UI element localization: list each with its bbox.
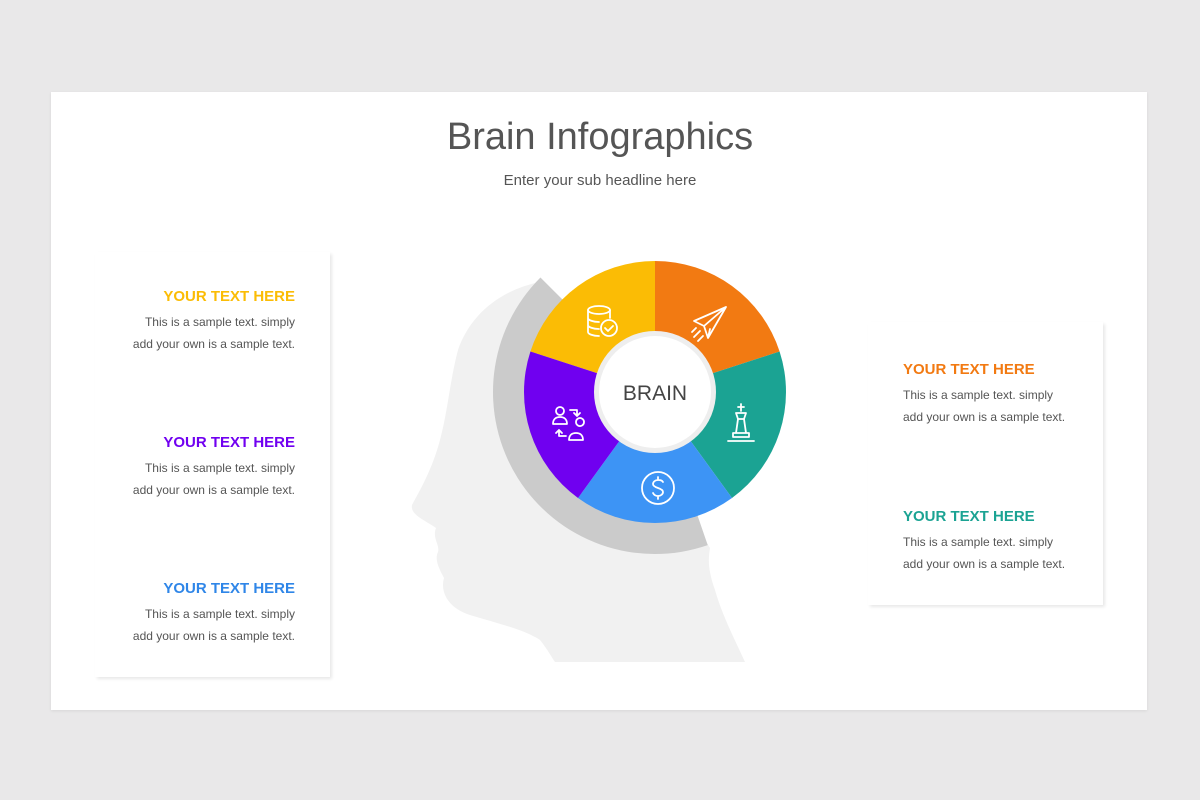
paper-plane-icon (691, 306, 727, 342)
left-item-1: YOUR TEXT HERE This is a sample text. si… (35, 288, 295, 355)
item-text: add your own is a sample text. (903, 557, 1066, 571)
gray-arc (493, 277, 708, 554)
left-text-card: YOUR TEXT HERE This is a sample text. si… (95, 252, 330, 677)
right-text-card: YOUR TEXT HERE This is a sample text. si… (868, 322, 1103, 605)
item-text: This is a sample text. simply (903, 535, 1054, 549)
segment-dollar-coin (578, 392, 732, 523)
item-text: add your own is a sample text. (132, 629, 295, 643)
left-item-3: YOUR TEXT HERE This is a sample text. si… (35, 580, 295, 647)
center-label: BRAIN (623, 382, 687, 405)
user-exchange-icon (552, 406, 585, 441)
item-heading: YOUR TEXT HERE (903, 361, 1035, 378)
subtitle: Enter your sub headline here (503, 172, 697, 189)
item-text: This is a sample text. simply (144, 315, 295, 329)
item-text: This is a sample text. simply (903, 388, 1054, 402)
chess-king-icon (727, 403, 755, 442)
right-item-1: YOUR TEXT HERE This is a sample text. si… (903, 361, 1163, 428)
item-text: add your own is a sample text. (132, 337, 295, 351)
dollar-coin-icon (641, 471, 675, 505)
item-heading: YOUR TEXT HERE (903, 508, 1035, 525)
item-text: add your own is a sample text. (132, 483, 295, 497)
right-item-2: YOUR TEXT HERE This is a sample text. si… (903, 508, 1163, 575)
item-text: add your own is a sample text. (903, 410, 1066, 424)
item-heading: YOUR TEXT HERE (163, 434, 295, 451)
item-text: This is a sample text. simply (144, 461, 295, 475)
item-heading: YOUR TEXT HERE (163, 580, 295, 597)
database-check-icon (587, 305, 618, 337)
center-circle (599, 336, 711, 448)
item-text: This is a sample text. simply (144, 607, 295, 621)
item-heading: YOUR TEXT HERE (163, 288, 295, 305)
page-title: Brain Infographics (446, 116, 754, 158)
left-item-2: YOUR TEXT HERE This is a sample text. si… (35, 434, 295, 501)
